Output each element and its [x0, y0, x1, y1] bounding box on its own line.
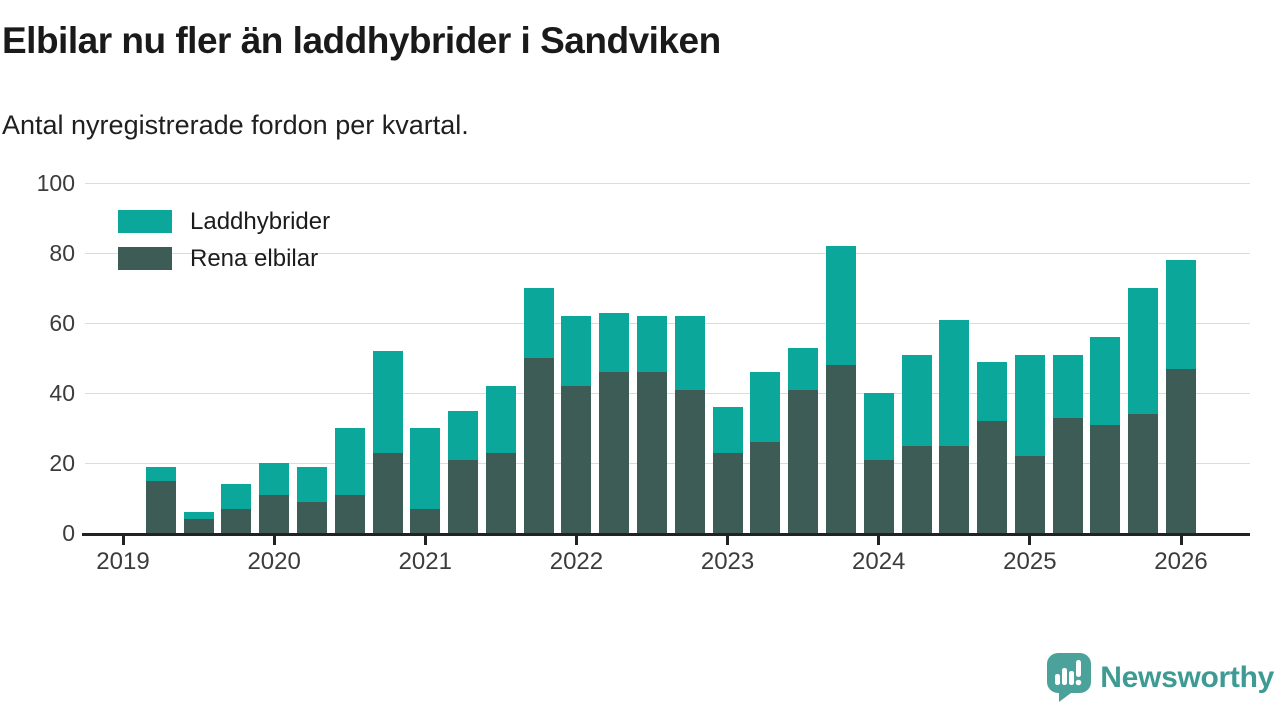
x-tick-2024 [877, 536, 881, 545]
x-tick-label-2019: 2019 [96, 548, 150, 575]
y-tick-label-20: 20 [49, 450, 75, 476]
bar-2024-q1-rena-elbilar [863, 459, 894, 533]
legend-item-rena-elbilar: Rena elbilar [118, 244, 330, 272]
y-tick-label-0: 0 [62, 520, 75, 546]
bar-2020-q4-laddhybrider [372, 351, 403, 453]
bar-2022-q2-rena-elbilar [599, 372, 630, 533]
bar-2021-q2-laddhybrider [448, 410, 479, 460]
bar-2022-q4-rena-elbilar [674, 389, 705, 533]
legend-swatch-laddhybrider [118, 210, 172, 233]
bar-2023-q2-laddhybrider [750, 372, 781, 442]
newsworthy-logo-icon [1047, 653, 1092, 702]
gridline-100 [85, 182, 1250, 184]
x-axis-line [82, 533, 1250, 536]
bar-2019-q4-rena-elbilar [221, 508, 252, 533]
legend: Laddhybrider Rena elbilar [118, 207, 331, 284]
bar-2022-q1-laddhybrider [561, 316, 592, 386]
x-tick-label-2020: 2020 [247, 548, 301, 575]
bar-2025-q1-rena-elbilar [1014, 456, 1045, 533]
bar-2021-q1-rena-elbilar [410, 508, 441, 533]
bar-2024-q3-rena-elbilar [939, 445, 970, 533]
bar-2020-q1-laddhybrider [259, 463, 290, 495]
gridline-60 [85, 322, 1250, 324]
bar-2019-q3-rena-elbilar [183, 519, 214, 533]
x-tick-2020 [272, 536, 276, 545]
bar-2024-q4-laddhybrider [977, 361, 1008, 421]
bar-2020-q1-rena-elbilar [259, 494, 290, 533]
bar-2023-q2-rena-elbilar [750, 442, 781, 533]
bar-2021-q4-rena-elbilar [523, 358, 554, 533]
y-tick-label-100: 100 [36, 170, 75, 196]
bar-2022-q3-rena-elbilar [637, 372, 667, 533]
bar-2025-q3-rena-elbilar [1090, 424, 1121, 533]
bar-2022-q3-laddhybrider [637, 316, 667, 372]
x-tick-2019 [121, 536, 125, 545]
bar-2020-q4-rena-elbilar [372, 452, 403, 533]
bar-2025-q1-laddhybrider [1014, 354, 1045, 456]
bar-2025-q3-laddhybrider [1090, 337, 1121, 425]
bar-2022-q2-laddhybrider [599, 312, 630, 372]
legend-item-laddhybrider: Laddhybrider [118, 207, 331, 235]
bar-2022-q4-laddhybrider [674, 316, 705, 390]
x-tick-label-2023: 2023 [700, 548, 755, 575]
bar-2024-q2-laddhybrider [901, 354, 932, 446]
legend-label-rena-elbilar: Rena elbilar [190, 244, 319, 272]
bar-2024-q3-laddhybrider [939, 319, 970, 446]
bar-2019-q4-laddhybrider [221, 484, 252, 509]
chart-subtitle: Antal nyregistrerade fordon per kvartal. [2, 110, 469, 140]
bar-2020-q2-laddhybrider [296, 466, 327, 502]
newsworthy-logo: Newsworthy [1047, 653, 1274, 702]
bar-2019-q2-rena-elbilar [145, 480, 176, 533]
bar-2024-q4-rena-elbilar [977, 421, 1008, 533]
bar-2020-q3-laddhybrider [334, 428, 365, 495]
chart-title: Elbilar nu fler än laddhybrider i Sandvi… [2, 20, 721, 61]
x-tick-label-2026: 2026 [1154, 548, 1208, 575]
legend-label-laddhybrider: Laddhybrider [190, 207, 331, 235]
bar-2023-q4-rena-elbilar [825, 365, 856, 533]
bar-2025-q2-laddhybrider [1052, 354, 1083, 418]
bar-2021-q2-rena-elbilar [448, 459, 479, 533]
legend-swatch-rena-elbilar [118, 247, 172, 270]
bar-2021-q4-laddhybrider [523, 288, 554, 358]
gridline-20 [85, 462, 1250, 464]
gridline-40 [85, 392, 1250, 394]
bar-2024-q1-laddhybrider [863, 393, 894, 460]
gridline-80 [85, 252, 1250, 254]
x-tick-label-2024: 2024 [852, 548, 906, 575]
x-tick-label-2022: 2022 [549, 548, 604, 575]
x-tick-label-2025: 2025 [1003, 548, 1057, 575]
bar-2026-q1-laddhybrider [1166, 260, 1196, 369]
bar-2024-q2-rena-elbilar [901, 445, 932, 533]
x-tick-2021 [423, 536, 427, 545]
bar-2023-q1-laddhybrider [712, 407, 743, 453]
bar-2019-q3-laddhybrider [183, 512, 214, 519]
bar-2019-q2-laddhybrider [145, 466, 176, 481]
bar-2022-q1-rena-elbilar [561, 386, 592, 533]
bar-2023-q1-rena-elbilar [712, 452, 743, 533]
x-tick-label-2021: 2021 [398, 548, 452, 575]
bar-2026-q1-rena-elbilar [1166, 368, 1196, 533]
bar-2023-q3-rena-elbilar [788, 389, 819, 533]
newsworthy-logo-text: Newsworthy [1100, 660, 1274, 694]
bar-2025-q4-laddhybrider [1128, 288, 1159, 414]
bar-2021-q3-rena-elbilar [485, 452, 516, 533]
bar-2021-q3-laddhybrider [485, 386, 516, 453]
x-tick-2022 [574, 536, 578, 545]
y-tick-label-60: 60 [49, 310, 75, 336]
bar-2020-q3-rena-elbilar [334, 494, 365, 533]
bar-2023-q3-laddhybrider [788, 347, 819, 390]
bar-2021-q1-laddhybrider [410, 428, 441, 509]
bar-2025-q4-rena-elbilar [1128, 414, 1159, 533]
x-tick-2026 [1179, 536, 1183, 545]
x-tick-2025 [1028, 536, 1032, 545]
bar-2023-q4-laddhybrider [825, 246, 856, 365]
y-tick-label-80: 80 [49, 240, 75, 266]
x-tick-2023 [726, 536, 730, 545]
y-tick-label-40: 40 [49, 380, 75, 406]
bar-2020-q2-rena-elbilar [296, 501, 327, 533]
bar-2025-q2-rena-elbilar [1052, 417, 1083, 533]
